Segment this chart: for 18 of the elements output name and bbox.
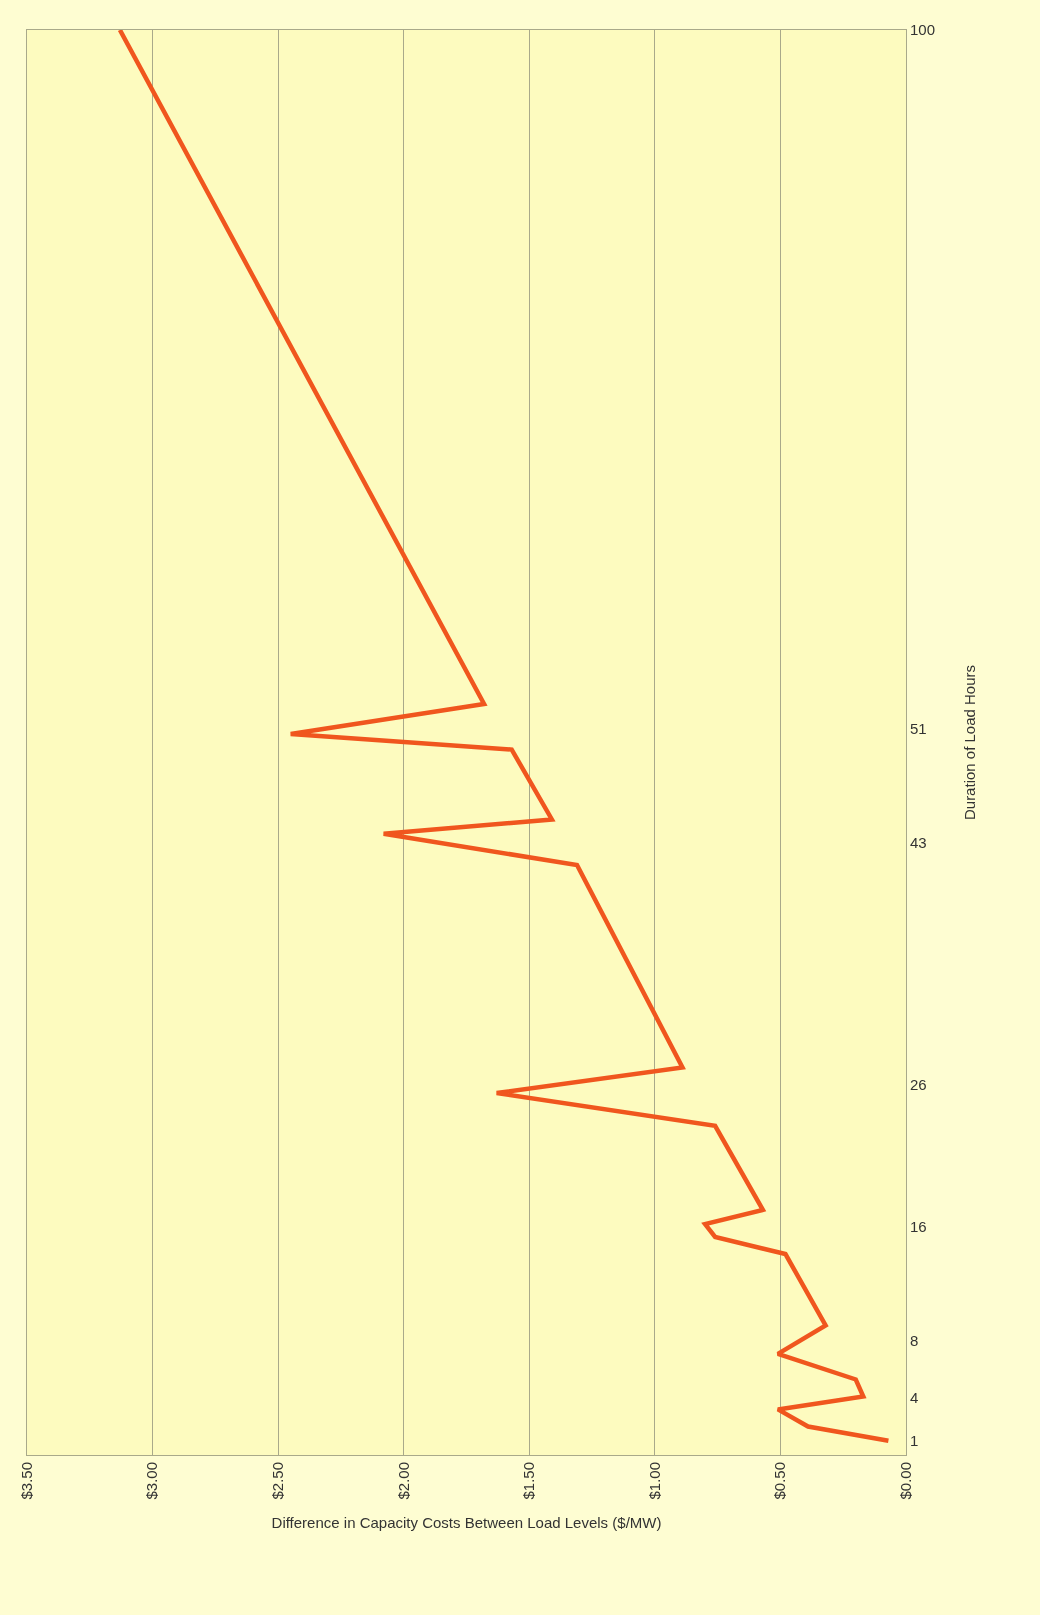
x-axis-title: Difference in Capacity Costs Between Load Levels ($/MW) [271,1513,662,1531]
y-tick-label: 26 [910,1075,927,1093]
x-tick-label: $0.00 [896,1462,914,1500]
x-tick-label: $3.50 [17,1462,35,1500]
x-tick-label: $2.50 [269,1462,287,1500]
y-axis-title: Duration of Load Hours [961,664,979,821]
y-tick-label: 8 [910,1332,919,1350]
y-tick-label: 16 [910,1218,927,1236]
x-tick-label: $3.00 [143,1462,161,1500]
y-tick-label: 51 [910,719,927,737]
x-tick-label: $1.50 [520,1462,538,1500]
x-tick-label: $2.00 [394,1462,412,1500]
x-tick-label: $0.50 [771,1462,789,1500]
x-tick-label: $1.00 [645,1462,663,1500]
y-tick-label: 4 [910,1389,919,1407]
y-tick-label: 100 [910,21,936,39]
y-tick-label: 43 [910,833,927,851]
y-tick-label: 1 [910,1432,919,1449]
